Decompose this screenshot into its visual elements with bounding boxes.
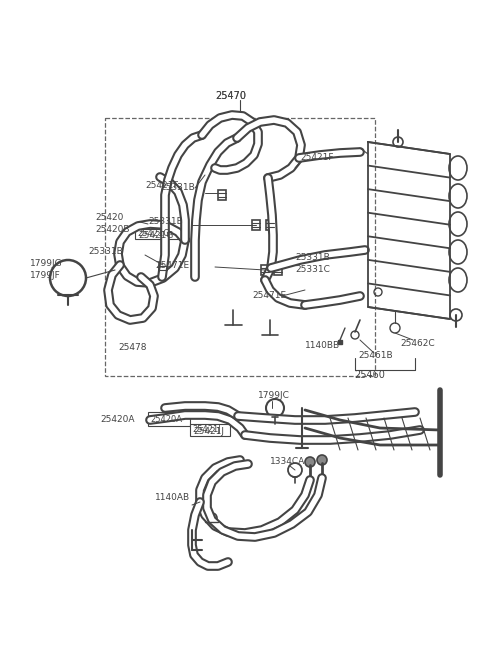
Bar [252,220,260,230]
Text: 25331B: 25331B [148,217,183,227]
Text: 1140AB: 1140AB [155,493,190,502]
Text: 25471E: 25471E [155,261,189,269]
Text: 1799JG: 1799JG [30,259,62,269]
Text: 25420A: 25420A [100,415,134,424]
Text: 25420: 25420 [95,214,123,223]
Text: 25420B: 25420B [95,225,130,233]
Text: 25331B: 25331B [295,253,330,263]
Text: 1799JF: 1799JF [30,272,61,280]
Bar [159,263,167,273]
Circle shape [305,457,315,467]
Bar [218,190,226,200]
Text: 25421F: 25421F [145,181,179,189]
Circle shape [317,455,327,465]
Text: 1334CA: 1334CA [270,457,305,466]
Text: 25470: 25470 [215,91,246,101]
Bar [266,220,274,230]
Bar [105,118,375,376]
Text: 25420A: 25420A [150,415,182,424]
Text: 25421G: 25421G [138,231,173,240]
Ellipse shape [449,212,467,236]
Text: 1799JC: 1799JC [258,392,290,400]
Ellipse shape [449,240,467,264]
Ellipse shape [449,156,467,180]
Text: 25478: 25478 [118,343,146,352]
Bar [135,229,180,239]
Ellipse shape [449,268,467,292]
Text: 25421J: 25421J [193,428,224,436]
Text: 25421J: 25421J [192,426,221,434]
Text: 25331B: 25331B [88,248,123,257]
Text: 25471E: 25471E [252,291,286,301]
Bar [190,424,230,436]
Text: 1140BB: 1140BB [305,341,340,350]
Bar [274,265,282,275]
Text: 25421F: 25421F [300,153,334,162]
Text: 25331C: 25331C [295,265,330,274]
Text: 25331B: 25331B [160,183,195,193]
Ellipse shape [449,184,467,208]
Text: 25462C: 25462C [400,339,434,348]
Circle shape [450,309,462,321]
Bar [261,265,269,275]
Text: 25470: 25470 [215,91,246,101]
Text: 25460: 25460 [355,370,385,380]
Bar [148,412,190,426]
Text: 25421G: 25421G [137,229,170,238]
Text: 25461B: 25461B [358,352,393,360]
Circle shape [393,137,403,147]
